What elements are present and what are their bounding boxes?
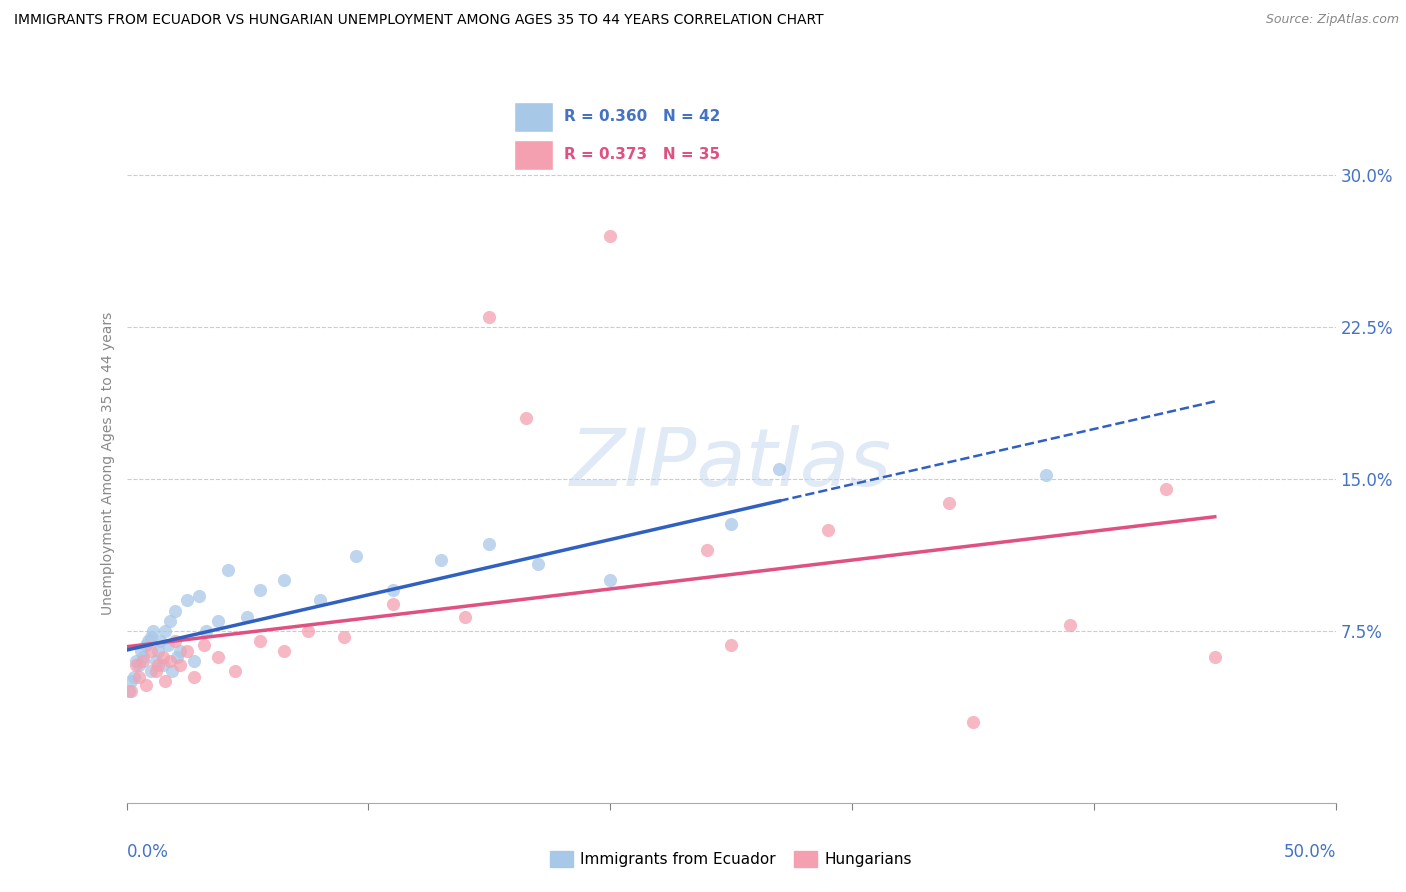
Point <box>152 650 174 665</box>
Point <box>273 644 295 658</box>
Point <box>217 563 239 577</box>
Point <box>120 674 142 689</box>
Point <box>599 229 621 244</box>
Point <box>128 670 150 684</box>
Point <box>1035 467 1057 482</box>
Point <box>169 644 191 658</box>
Point <box>135 638 157 652</box>
Text: R = 0.373   N = 35: R = 0.373 N = 35 <box>564 147 720 162</box>
Point <box>169 658 191 673</box>
Point <box>599 573 621 587</box>
Point <box>478 310 501 325</box>
Point <box>249 634 271 648</box>
Point <box>139 665 162 679</box>
Point <box>139 630 162 644</box>
Text: 0.0%: 0.0% <box>127 843 169 861</box>
Point <box>183 654 205 668</box>
Point <box>183 670 205 684</box>
Point <box>720 638 742 652</box>
Point <box>962 714 984 729</box>
Point <box>152 658 174 673</box>
Text: 50.0%: 50.0% <box>1284 843 1336 861</box>
Point <box>1156 482 1178 496</box>
Point <box>159 654 181 668</box>
Point <box>207 650 229 665</box>
Point <box>430 553 453 567</box>
Point <box>720 516 742 531</box>
Point <box>297 624 319 638</box>
Point <box>145 654 167 668</box>
Point <box>163 634 186 648</box>
Point <box>139 644 162 658</box>
Point <box>224 665 246 679</box>
Point <box>128 658 150 673</box>
Point <box>118 684 141 698</box>
Point <box>120 684 142 698</box>
Point <box>938 496 960 510</box>
Y-axis label: Unemployment Among Ages 35 to 44 years: Unemployment Among Ages 35 to 44 years <box>101 312 115 615</box>
Point <box>381 583 404 598</box>
Point <box>333 630 356 644</box>
Point <box>478 537 501 551</box>
Point <box>146 658 169 673</box>
Point <box>155 674 177 689</box>
Point <box>129 644 152 658</box>
Point <box>193 638 215 652</box>
Point <box>344 549 367 563</box>
Legend: Immigrants from Ecuador, Hungarians: Immigrants from Ecuador, Hungarians <box>544 845 918 873</box>
Point <box>122 670 145 684</box>
Point <box>273 573 295 587</box>
Point <box>309 593 332 607</box>
Text: Source: ZipAtlas.com: Source: ZipAtlas.com <box>1265 13 1399 27</box>
Point <box>526 557 548 571</box>
Bar <box>515 103 553 132</box>
Point <box>195 624 218 638</box>
Point <box>163 603 186 617</box>
Point <box>236 609 259 624</box>
Text: R = 0.360   N = 42: R = 0.360 N = 42 <box>564 109 720 124</box>
Point <box>159 614 181 628</box>
Point <box>156 638 179 652</box>
Point <box>176 593 198 607</box>
Point <box>454 609 477 624</box>
Point <box>1059 617 1081 632</box>
Point <box>381 598 404 612</box>
Point <box>136 634 159 648</box>
Point <box>188 590 211 604</box>
Point <box>155 624 177 638</box>
Point <box>142 624 165 638</box>
Point <box>149 634 172 648</box>
Point <box>166 650 188 665</box>
Point <box>696 542 718 557</box>
Point <box>125 654 148 668</box>
Point <box>768 462 790 476</box>
Text: IMMIGRANTS FROM ECUADOR VS HUNGARIAN UNEMPLOYMENT AMONG AGES 35 TO 44 YEARS CORR: IMMIGRANTS FROM ECUADOR VS HUNGARIAN UNE… <box>14 13 824 28</box>
Point <box>515 411 537 425</box>
Point <box>146 644 169 658</box>
Point <box>135 678 157 692</box>
Point <box>132 650 155 665</box>
Point <box>249 583 271 598</box>
Point <box>145 665 167 679</box>
Point <box>176 644 198 658</box>
Text: ZIPatlas: ZIPatlas <box>569 425 893 503</box>
Point <box>162 665 184 679</box>
Point <box>207 614 229 628</box>
Point <box>1204 650 1226 665</box>
Bar <box>515 140 553 169</box>
Point <box>817 523 839 537</box>
Point <box>132 654 155 668</box>
Point <box>125 658 148 673</box>
